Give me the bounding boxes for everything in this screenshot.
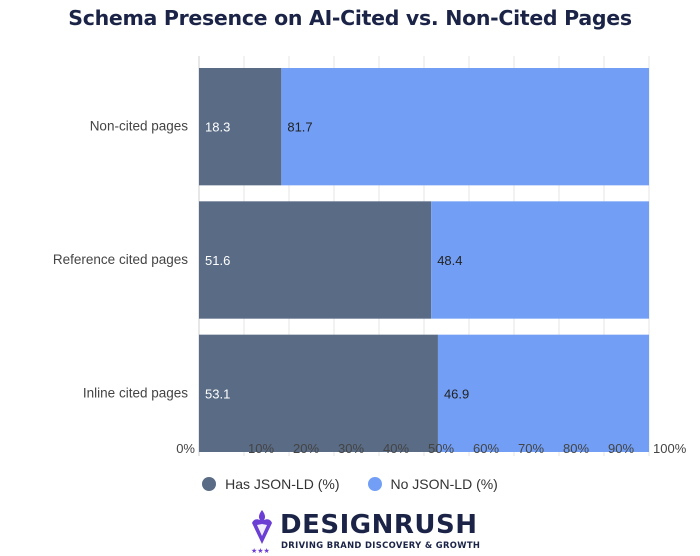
legend-swatch <box>367 477 382 491</box>
bar-segment-has-json-ld <box>199 68 282 186</box>
legend: Has JSON-LD (%) No JSON-LD (%) <box>0 476 700 492</box>
chart-title: Schema Presence on AI-Cited vs. Non-Cite… <box>68 6 632 30</box>
value-label: 46.9 <box>444 386 469 401</box>
tick-label: 90% <box>608 441 634 456</box>
bar-chart: Non-cited pages Reference cited pages Inli… <box>53 56 687 456</box>
legend-swatch <box>202 477 217 491</box>
bar-segment-has-json-ld <box>199 334 438 452</box>
tick-label: 70% <box>518 441 544 456</box>
legend-item-no-json-ld: No JSON-LD (%) <box>367 476 498 492</box>
value-label: 48.4 <box>437 253 462 268</box>
tick-label: 10% <box>248 441 274 456</box>
tick-label: 80% <box>563 441 589 456</box>
category-label: Inline cited pages <box>83 385 188 400</box>
legend-label: No JSON-LD (%) <box>390 476 498 492</box>
svg-text:★★★: ★★★ <box>251 547 270 554</box>
tick-label: 0% <box>176 441 195 456</box>
brand-name: DESIGNRUSH <box>280 510 478 540</box>
tick-label: 40% <box>383 441 409 456</box>
designrush-logo-icon: ★★★ <box>251 510 272 554</box>
legend-item-has-json-ld: Has JSON-LD (%) <box>202 476 340 492</box>
tick-label: 30% <box>338 441 364 456</box>
legend-label: Has JSON-LD (%) <box>225 476 340 492</box>
bars <box>199 68 649 452</box>
tick-label: 20% <box>293 441 319 456</box>
value-label: 51.6 <box>205 253 230 268</box>
value-label: 18.3 <box>205 120 230 135</box>
designrush-logo: ★★★ DESIGNRUSH DRIVING BRAND DISCOVERY &… <box>248 508 480 554</box>
tick-label: 60% <box>473 441 499 456</box>
brand-tagline: DRIVING BRAND DISCOVERY & GROWTH <box>281 540 481 550</box>
tick-label: 100% <box>653 441 687 456</box>
tick-labels: 0% 10% 20% 30% 40% 50% 60% 70% 80% 90% 100% <box>176 441 686 456</box>
value-label: 81.7 <box>287 120 312 135</box>
category-label: Non-cited pages <box>90 119 189 134</box>
tick-label: 50% <box>428 441 454 456</box>
bar-segment-has-json-ld <box>199 201 432 319</box>
category-label: Reference cited pages <box>53 252 188 267</box>
value-label: 53.1 <box>205 386 230 401</box>
category-labels: Non-cited pages Reference cited pages Inli… <box>53 119 188 401</box>
bar-segment-no-json-ld <box>431 201 649 319</box>
bar-segment-no-json-ld <box>437 334 649 452</box>
bar-segment-no-json-ld <box>281 68 649 186</box>
value-labels: 18.3 81.7 51.6 48.4 53.1 46.9 <box>205 120 469 402</box>
